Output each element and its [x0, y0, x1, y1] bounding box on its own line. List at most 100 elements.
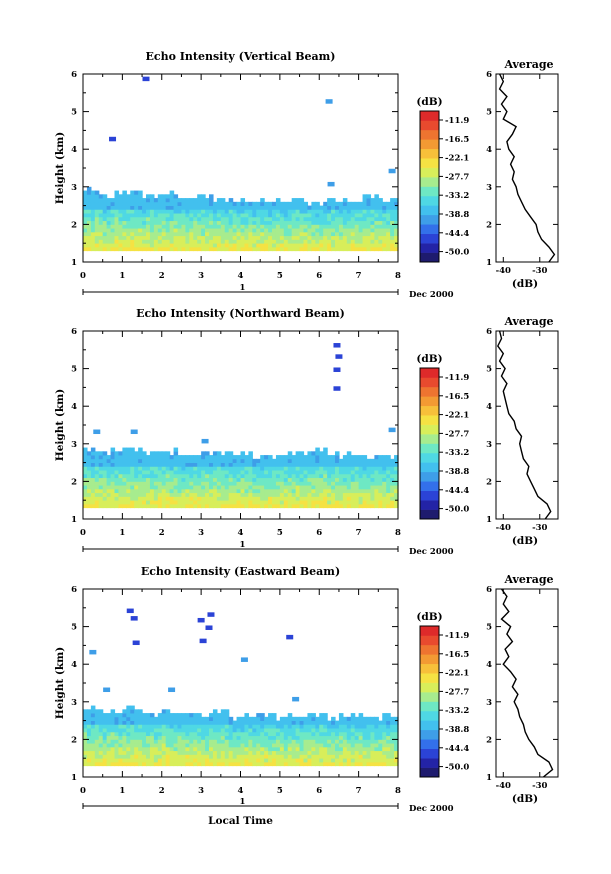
heatmap-cell	[149, 761, 155, 767]
heatmap-cell	[149, 743, 155, 748]
heatmap-cell	[86, 220, 92, 225]
heatmap-cell	[83, 750, 88, 755]
heatmap-cell	[319, 731, 324, 737]
heatmap-cell	[378, 477, 383, 482]
heatmap-cell	[346, 451, 352, 456]
heatmap-cell	[303, 246, 309, 252]
heatmap-cell	[189, 761, 194, 767]
heatmap-cell	[252, 496, 257, 501]
heatmap-cell	[185, 235, 190, 240]
heatmap-cell	[122, 477, 127, 482]
heatmap-cell	[110, 503, 116, 509]
heatmap-cell	[374, 462, 379, 467]
heatmap-cell	[83, 716, 88, 721]
heatmap-cell	[350, 720, 356, 725]
heatmap-cell	[338, 481, 344, 486]
heatmap-cell	[224, 709, 230, 714]
heatmap-cell	[146, 492, 151, 497]
heatmap-cell	[331, 754, 336, 759]
heatmap-cell	[248, 761, 253, 767]
heatmap-cell	[177, 488, 183, 494]
heatmap-cell	[358, 239, 364, 244]
heatmap-cell	[390, 735, 395, 740]
heatmap-cell	[232, 496, 238, 501]
heatmap-cell	[386, 485, 391, 490]
heatmap-cell	[216, 228, 222, 233]
heatmap-cell	[382, 246, 387, 252]
heatmap-cell	[102, 201, 108, 206]
heatmap-cell	[382, 735, 387, 740]
heatmap-cell	[244, 492, 249, 497]
heatmap-cell	[232, 492, 238, 497]
heatmap-cell	[134, 720, 139, 725]
heatmap-cell	[335, 758, 340, 763]
heatmap-cell	[394, 724, 399, 729]
heatmap-cell	[354, 500, 360, 505]
heatmap-cell	[209, 735, 214, 740]
heatmap-cell	[338, 716, 344, 721]
heatmap-cell	[244, 731, 249, 737]
heatmap-cell	[358, 235, 364, 240]
heatmap-cell	[228, 205, 234, 210]
heatmap-cell	[299, 731, 305, 737]
heatmap-cell	[354, 492, 360, 497]
heatmap-cell	[386, 724, 391, 729]
heatmap-cell	[275, 761, 281, 767]
heatmap-cell	[212, 481, 218, 486]
colorbar-label: -50.0	[445, 763, 469, 773]
heatmap-cell	[252, 735, 257, 740]
heatmap-cell	[153, 224, 159, 229]
heatmap-cell	[275, 754, 281, 759]
heatmap-cell	[244, 220, 249, 225]
heatmap-cell	[173, 485, 179, 490]
heatmap-cell	[342, 243, 348, 248]
heatmap-cell	[122, 246, 127, 252]
y-tick-label: 3	[71, 440, 77, 450]
heatmap-cell	[209, 458, 214, 463]
heatmap-cell	[146, 462, 151, 467]
heatmap-cell	[216, 209, 222, 214]
heatmap-cell	[283, 503, 289, 509]
heatmap-cell	[323, 739, 328, 744]
heatmap-cell	[232, 724, 238, 729]
heatmap-cell	[358, 216, 364, 222]
heatmap-cell	[295, 503, 301, 509]
heatmap-cell	[102, 455, 108, 460]
heatmap-cell	[138, 190, 143, 195]
heatmap-cell	[264, 492, 269, 497]
heatmap-cell	[275, 458, 281, 463]
heatmap-cell	[279, 481, 285, 486]
heatmap-cell	[173, 246, 179, 252]
heatmap-cell	[220, 496, 226, 501]
heatmap-cell	[177, 228, 183, 233]
heatmap-cell	[342, 228, 348, 233]
heatmap-cell	[382, 485, 387, 490]
heatmap-cell	[94, 731, 100, 737]
heatmap-cell	[189, 713, 194, 718]
isolated-echo	[130, 429, 138, 435]
heatmap-cell	[374, 496, 379, 501]
heatmap-cell	[193, 500, 198, 505]
heatmap-cell	[142, 458, 147, 463]
heatmap-cell	[114, 713, 120, 718]
heatmap-cell	[287, 743, 293, 748]
heatmap-cell	[126, 231, 131, 237]
heatmap-cell	[374, 716, 379, 721]
heatmap-cell	[173, 743, 179, 748]
heatmap-cell	[114, 750, 120, 755]
heatmap-cell	[177, 492, 183, 497]
heatmap-cell	[295, 743, 301, 748]
heatmap-cell	[390, 231, 395, 237]
heatmap-cell	[114, 754, 120, 759]
colorbar-swatch	[420, 167, 439, 178]
avg-y-tick-label: 5	[486, 108, 492, 118]
heatmap-cell	[220, 243, 226, 248]
heatmap-cell	[264, 201, 269, 206]
heatmap-cell	[291, 758, 297, 763]
heatmap-cell	[386, 739, 391, 744]
heatmap-cell	[311, 243, 316, 248]
heatmap-cell	[181, 466, 186, 471]
heatmap-cell	[212, 709, 218, 714]
heatmap-cell	[268, 477, 273, 482]
heatmap-cell	[153, 198, 159, 203]
